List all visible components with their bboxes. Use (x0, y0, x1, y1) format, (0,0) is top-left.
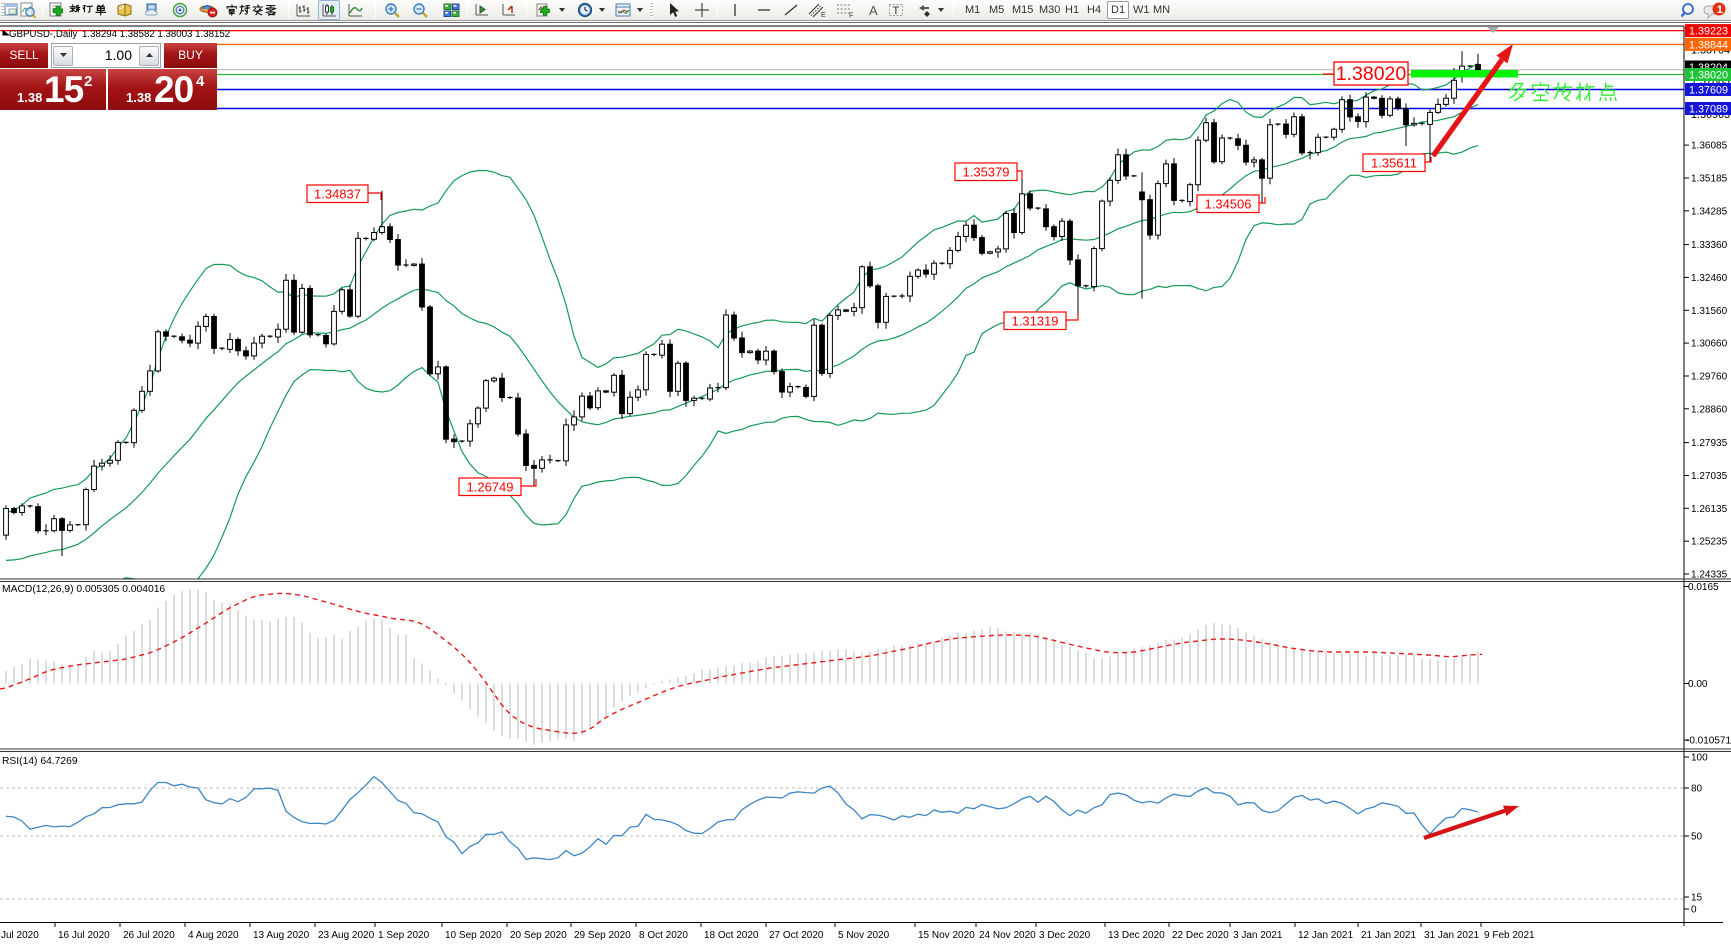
svg-text:GBPUSD-,Daily: GBPUSD-,Daily (9, 29, 78, 40)
svg-text:8 Oct 2020: 8 Oct 2020 (639, 930, 688, 941)
svg-text:RSI(14) 64.7269: RSI(14) 64.7269 (2, 756, 78, 767)
svg-text:29 Sep 2020: 29 Sep 2020 (574, 930, 631, 941)
svg-text:13 Aug 2020: 13 Aug 2020 (253, 930, 310, 941)
svg-text:4 Aug 2020: 4 Aug 2020 (188, 930, 239, 941)
svg-text:1.34285: 1.34285 (1691, 206, 1728, 217)
svg-text:1.26749: 1.26749 (467, 479, 514, 494)
svg-text:1.38844: 1.38844 (1689, 39, 1728, 51)
svg-text:16 Jul 2020: 16 Jul 2020 (58, 930, 110, 941)
svg-text:-0.010571: -0.010571 (1686, 736, 1731, 747)
svg-text:1.31319: 1.31319 (1012, 313, 1059, 328)
svg-text:1.31560: 1.31560 (1691, 306, 1728, 317)
svg-text:3 Jan 2021: 3 Jan 2021 (1233, 930, 1283, 941)
svg-text:80: 80 (1691, 784, 1703, 795)
svg-text:1 Sep 2020: 1 Sep 2020 (378, 930, 430, 941)
svg-text:A: A (869, 3, 878, 18)
svg-text:31 Jan 2021: 31 Jan 2021 (1424, 930, 1479, 941)
svg-text:27 Oct 2020: 27 Oct 2020 (769, 930, 824, 941)
svg-text:1.34837: 1.34837 (314, 186, 361, 201)
svg-text:1.36085: 1.36085 (1691, 141, 1728, 152)
svg-text:1.33360: 1.33360 (1691, 240, 1728, 251)
svg-text:1.35185: 1.35185 (1691, 174, 1728, 185)
svg-text:24 Nov 2020: 24 Nov 2020 (979, 930, 1036, 941)
svg-text:1.28860: 1.28860 (1691, 404, 1728, 415)
svg-text:MACD(12,26,9) 0.005305 0.00401: MACD(12,26,9) 0.005305 0.004016 (2, 584, 165, 595)
svg-text:0.0165: 0.0165 (1688, 582, 1719, 593)
svg-text:1.38294 1.38582 1.38003 1.3815: 1.38294 1.38582 1.38003 1.38152 (82, 29, 230, 40)
svg-text:1.26135: 1.26135 (1691, 504, 1728, 515)
svg-text:1.24335: 1.24335 (1691, 570, 1728, 581)
svg-text:1.29760: 1.29760 (1691, 372, 1728, 383)
svg-text:15: 15 (1691, 893, 1703, 904)
svg-text:T: T (893, 5, 900, 17)
svg-text:1.27035: 1.27035 (1691, 471, 1728, 482)
svg-text:1.25235: 1.25235 (1691, 537, 1728, 548)
svg-text:13 Dec 2020: 13 Dec 2020 (1108, 930, 1165, 941)
svg-text:1.32460: 1.32460 (1691, 273, 1728, 284)
svg-text:1.38020: 1.38020 (1336, 63, 1407, 85)
svg-text:1.37089: 1.37089 (1689, 104, 1728, 116)
svg-text:26 Jul 2020: 26 Jul 2020 (123, 930, 175, 941)
svg-text:50: 50 (1691, 832, 1703, 843)
svg-text:100: 100 (1691, 753, 1708, 764)
svg-text:1.37609: 1.37609 (1689, 85, 1728, 97)
svg-text:21 Jan 2021: 21 Jan 2021 (1361, 930, 1416, 941)
svg-text:20 Sep 2020: 20 Sep 2020 (510, 930, 567, 941)
svg-text:1.34506: 1.34506 (1205, 196, 1252, 211)
svg-text:1: 1 (1717, 4, 1723, 16)
svg-text:22 Dec 2020: 22 Dec 2020 (1172, 930, 1229, 941)
svg-text:1.30660: 1.30660 (1691, 339, 1728, 350)
svg-text:E: E (821, 12, 826, 18)
svg-text:9 Feb 2021: 9 Feb 2021 (1484, 930, 1535, 941)
svg-text:5 Nov 2020: 5 Nov 2020 (838, 930, 890, 941)
svg-text:15 Nov 2020: 15 Nov 2020 (918, 930, 975, 941)
svg-text:1.35379: 1.35379 (963, 164, 1010, 179)
svg-text:12 Jan 2021: 12 Jan 2021 (1298, 930, 1353, 941)
svg-text:18 Oct 2020: 18 Oct 2020 (704, 930, 759, 941)
svg-text:F: F (849, 13, 853, 19)
svg-text:0.00: 0.00 (1688, 679, 1708, 690)
svg-text:1.27935: 1.27935 (1691, 438, 1728, 449)
svg-text:1.38020: 1.38020 (1689, 70, 1728, 82)
svg-text:3 Dec 2020: 3 Dec 2020 (1039, 930, 1091, 941)
svg-text:1.35611: 1.35611 (1371, 155, 1417, 170)
svg-text:0: 0 (1691, 905, 1697, 916)
svg-text:Jul 2020: Jul 2020 (1, 930, 39, 941)
svg-text:1.39223: 1.39223 (1689, 26, 1728, 38)
svg-text:23 Aug 2020: 23 Aug 2020 (318, 930, 375, 941)
svg-text:10 Sep 2020: 10 Sep 2020 (445, 930, 502, 941)
